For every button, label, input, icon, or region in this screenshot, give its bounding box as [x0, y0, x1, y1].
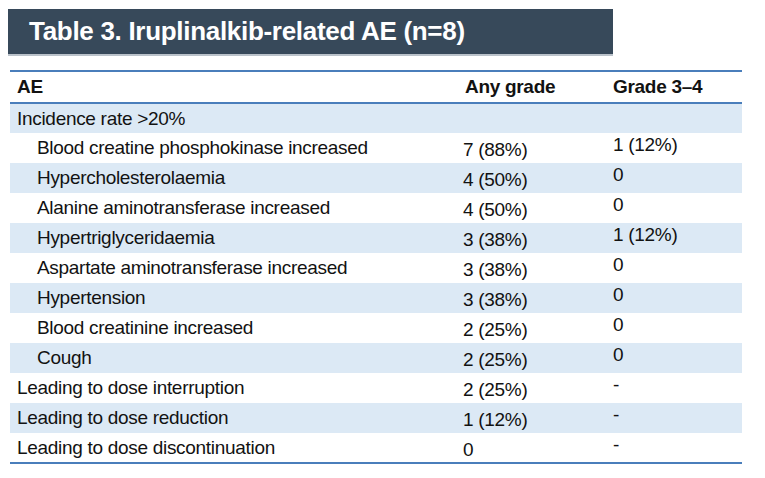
ae-label: Blood creatinine increased: [37, 317, 253, 338]
table-row: Leading to dose reduction 1 (12%) -: [10, 403, 742, 433]
table-row: Cough 2 (25%) 0: [10, 343, 742, 373]
any-grade-value: 3 (38%): [463, 289, 527, 311]
grade-3-4-value: 0: [613, 314, 623, 336]
table-row: Blood creatine phosphokinase increased 7 …: [10, 133, 742, 163]
any-grade-value: 0: [463, 439, 473, 461]
table-row: Alanine aminotransferase increased 4 (50%…: [10, 193, 742, 223]
grade-3-4-value: 1 (12%): [613, 134, 677, 156]
ae-label: Hypertension: [37, 287, 145, 308]
table-body: Incidence rate >20% Blood creatine phosph…: [10, 103, 742, 463]
ae-label: Incidence rate >20%: [17, 108, 185, 129]
grade-3-4-value: 0: [613, 164, 623, 186]
any-grade-value: 3 (38%): [463, 229, 527, 251]
table-row: Aspartate aminotransferase increased 3 (3…: [10, 253, 742, 283]
any-grade-value: 4 (50%): [463, 169, 527, 191]
table-row: Hypertriglyceridaemia 3 (38%) 1 (12%): [10, 223, 742, 253]
any-grade-value: 1 (12%): [463, 409, 527, 431]
any-grade-value: 4 (50%): [463, 199, 527, 221]
grade-3-4-value: 0: [613, 344, 623, 366]
ae-label: Hypercholesterolaemia: [37, 167, 225, 188]
ae-label: Blood creatine phosphokinase increased: [37, 137, 368, 158]
grade-3-4-value: 0: [613, 194, 623, 216]
ae-label: Hypertriglyceridaemia: [37, 227, 214, 248]
grade-3-4-value: 1 (12%): [613, 224, 677, 246]
poster-table-panel: Table 3. Iruplinalkib-related AE (n=8) A…: [0, 0, 765, 478]
ae-label: Leading to dose reduction: [17, 407, 228, 428]
table-row: Leading to dose discontinuation 0 -: [10, 433, 742, 463]
any-grade-value: 2 (25%): [463, 349, 527, 371]
grade-3-4-value: -: [613, 374, 619, 396]
table-title-bar: Table 3. Iruplinalkib-related AE (n=8): [8, 9, 613, 54]
any-grade-value: 2 (25%): [463, 379, 527, 401]
ae-table: AE Any grade Grade 3–4 Incidence rate >2…: [10, 70, 742, 464]
any-grade-value: 2 (25%): [463, 319, 527, 341]
ae-label: Leading to dose discontinuation: [17, 437, 275, 458]
table-title: Table 3. Iruplinalkib-related AE (n=8): [29, 16, 465, 47]
table-row: Hypertension 3 (38%) 0: [10, 283, 742, 313]
any-grade-value: 3 (38%): [463, 259, 527, 281]
column-header-ae: AE: [10, 71, 460, 103]
grade-3-4-value: -: [613, 404, 619, 426]
table-row: Blood creatinine increased 2 (25%) 0: [10, 313, 742, 343]
ae-label: Alanine aminotransferase increased: [37, 197, 330, 218]
header-row: AE Any grade Grade 3–4: [10, 71, 742, 103]
table-row: Leading to dose interruption 2 (25%) -: [10, 373, 742, 403]
ae-label: Leading to dose interruption: [17, 377, 244, 398]
ae-label: Cough: [37, 347, 92, 368]
grade-3-4-value: -: [613, 434, 619, 456]
ae-label: Aspartate aminotransferase increased: [37, 257, 347, 278]
table-row: Hypercholesterolaemia 4 (50%) 0: [10, 163, 742, 193]
grade-3-4-value: 0: [613, 254, 623, 276]
column-header-any-grade: Any grade: [460, 71, 600, 103]
grade-3-4-value: 0: [613, 284, 623, 306]
any-grade-value: 7 (88%): [463, 139, 527, 161]
column-header-grade-3-4: Grade 3–4: [600, 71, 742, 103]
table-row: Incidence rate >20%: [10, 103, 742, 133]
